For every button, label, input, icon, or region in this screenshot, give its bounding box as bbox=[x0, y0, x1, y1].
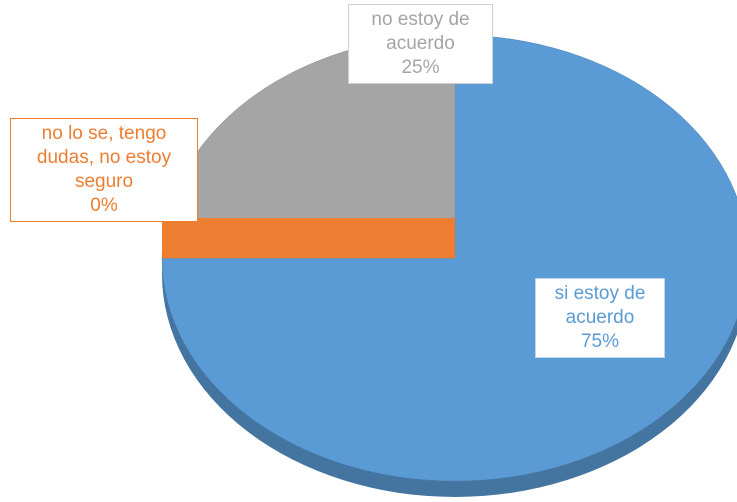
data-label: si estoy de acuerdo 75% bbox=[535, 278, 665, 358]
slice-face bbox=[162, 218, 455, 258]
label-value: 0% bbox=[90, 195, 118, 216]
data-label: no estoy de acuerdo 25% bbox=[348, 4, 493, 84]
label-category: no lo se, tengo dudas, no estoy seguro bbox=[36, 123, 172, 192]
data-label: no lo se, tengo dudas, no estoy seguro 0% bbox=[10, 118, 198, 222]
pie-slice bbox=[161, 34, 737, 482]
label-value: 75% bbox=[580, 331, 620, 352]
label-category: si estoy de acuerdo bbox=[554, 283, 646, 328]
label-value: 25% bbox=[401, 57, 440, 78]
label-category: no estoy de acuerdo bbox=[371, 9, 470, 54]
